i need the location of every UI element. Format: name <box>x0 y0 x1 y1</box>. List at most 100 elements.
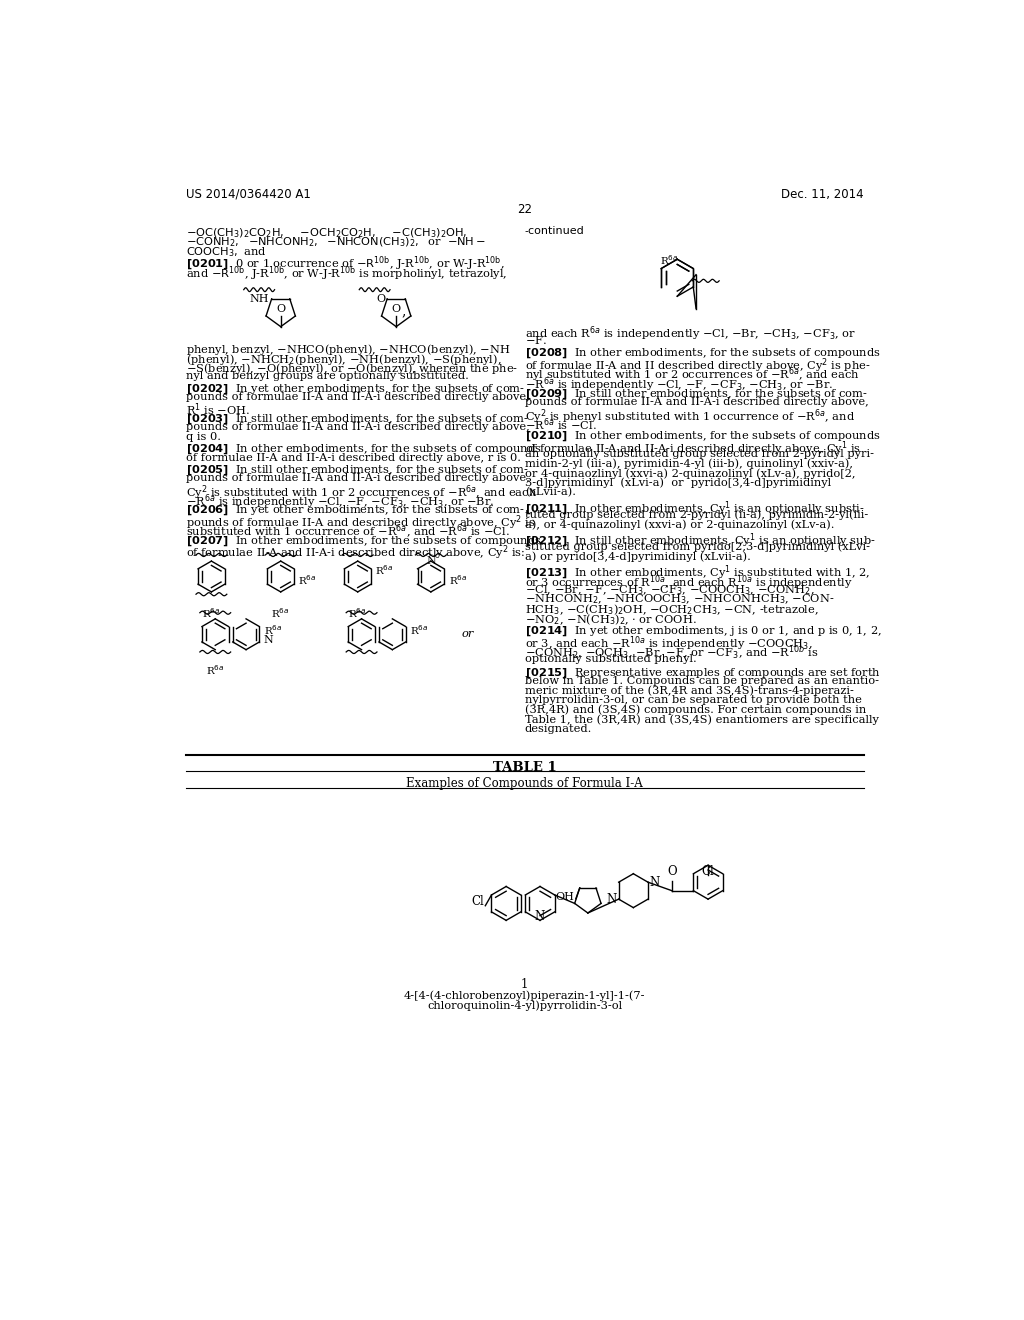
Text: a), or 4-quinazolinyl (xxvi-a) or 2-quinazolinyl (xLv-a).: a), or 4-quinazolinyl (xxvi-a) or 2-quin… <box>524 519 835 529</box>
Text: Cy$^2$ is substituted with 1 or 2 occurrences of $-$R$^{6a}$, and each: Cy$^2$ is substituted with 1 or 2 occurr… <box>186 483 537 502</box>
Text: or 3 occurrences of R$^{10a}$, and each R$^{10a}$ is independently: or 3 occurrences of R$^{10a}$, and each … <box>524 573 853 593</box>
Text: tuted group selected from 2-pyridyl (ii-a), pyrimidin-2-yl(iii-: tuted group selected from 2-pyridyl (ii-… <box>524 510 868 520</box>
Text: of formulae II-A and II-A-i described directly above, Cy$^2$ is:: of formulae II-A and II-A-i described di… <box>186 544 525 562</box>
Text: (xLvii-a).: (xLvii-a). <box>524 487 575 498</box>
Text: R$^1$ is $-$OH.: R$^1$ is $-$OH. <box>186 401 250 418</box>
Text: O: O <box>276 305 286 314</box>
Text: 3-d]pyrimidinyl  (xLvi-a)  or  pyrido[3,4-d]pyrimidinyl: 3-d]pyrimidinyl (xLvi-a) or pyrido[3,4-d… <box>524 478 830 488</box>
Text: US 2014/0364420 A1: US 2014/0364420 A1 <box>186 187 311 201</box>
Text: -continued: -continued <box>524 226 585 236</box>
Text: N: N <box>426 556 436 566</box>
Text: $-$S(benzyl), $-$O(phenyl), or $-$O(benzyl), wherein the phe-: $-$S(benzyl), $-$O(phenyl), or $-$O(benz… <box>186 362 518 376</box>
Text: R$^{6a}$: R$^{6a}$ <box>264 623 283 638</box>
Text: $\mathbf{[0205]}$  In still other embodiments, for the subsets of com-: $\mathbf{[0205]}$ In still other embodim… <box>186 463 528 478</box>
Text: of formulae II-A and II described directly above, Cy$^2$ is phe-: of formulae II-A and II described direct… <box>524 356 870 375</box>
Text: pounds of formulae II-A and II-A-i described directly above,: pounds of formulae II-A and II-A-i descr… <box>524 397 868 408</box>
Text: (3R,4R) and (3S,4S) compounds. For certain compounds in: (3R,4R) and (3S,4S) compounds. For certa… <box>524 705 866 715</box>
Text: OH: OH <box>555 892 574 902</box>
Text: R$^{6a}$: R$^{6a}$ <box>271 606 290 619</box>
Text: or 4-quinaozlinyl (xxvi-a) 2-quinazolinyl (xLv-a), pyrido[2,: or 4-quinaozlinyl (xxvi-a) 2-quinazoliny… <box>524 469 855 479</box>
Text: stituted group selected from pyrido[2,3-d]pyrimidinyl (xLvi-: stituted group selected from pyrido[2,3-… <box>524 541 869 552</box>
Text: substituted with 1 occurrence of $-$R$^{6a}$, and $-$R$^{6a}$ is $-$Cl.: substituted with 1 occurrence of $-$R$^{… <box>186 523 510 541</box>
Text: $-$CONH$_2$, $-$OCH$_3$, $-$Br, $-$F, or $-$CF$_3$, and $-$R$^{10b}$ is: $-$CONH$_2$, $-$OCH$_3$, $-$Br, $-$F, or… <box>524 644 818 663</box>
Text: 22: 22 <box>517 203 532 216</box>
Text: R$^{6a}$: R$^{6a}$ <box>410 623 429 638</box>
Text: Cl: Cl <box>471 895 483 908</box>
Text: 4-[4-(4-chlorobenzoyl)piperazin-1-yl]-1-(7-: 4-[4-(4-chlorobenzoyl)piperazin-1-yl]-1-… <box>404 990 645 1001</box>
Text: $-$R$^{6a}$ is independently $-$Cl, $-$F, $-$CF$_3$, $-$CH$_3$, or $-$Br.: $-$R$^{6a}$ is independently $-$Cl, $-$F… <box>524 375 834 393</box>
Text: NH: NH <box>250 294 269 304</box>
Text: $\mathbf{[0210]}$  In other embodiments, for the subsets of compounds: $\mathbf{[0210]}$ In other embodiments, … <box>524 429 881 444</box>
Text: pounds of formulae II-A and described directly above, Cy$^2$ is: pounds of formulae II-A and described di… <box>186 513 536 532</box>
Text: midin-2-yl (iii-a), pyrimidin-4-yl (iii-b), quinolinyl (xxiv-a),: midin-2-yl (iii-a), pyrimidin-4-yl (iii-… <box>524 458 853 469</box>
Text: O: O <box>377 294 386 304</box>
Text: optionally substituted phenyl.: optionally substituted phenyl. <box>524 653 696 664</box>
Text: $\mathbf{[0204]}$  In other embodiments, for the subsets of compounds: $\mathbf{[0204]}$ In other embodiments, … <box>186 444 542 457</box>
Text: TABLE 1: TABLE 1 <box>493 760 557 774</box>
Text: Examples of Compounds of Formula I-A: Examples of Compounds of Formula I-A <box>407 776 643 789</box>
Text: pounds of formulae II-A and II-A-i described directly above,: pounds of formulae II-A and II-A-i descr… <box>186 392 529 401</box>
Text: $\mathbf{[0201]}$  0 or 1 occurrence of $-\mathrm{R^{10b}}$, J-R$\mathrm{^{10b}}: $\mathbf{[0201]}$ 0 or 1 occurrence of $… <box>186 255 505 273</box>
Text: $\mathbf{[0203]}$  In still other embodiments, for the subsets of com-: $\mathbf{[0203]}$ In still other embodim… <box>186 412 528 426</box>
Text: a) or pyrido[3,4-d]pyrimidinyl (xLvii-a).: a) or pyrido[3,4-d]pyrimidinyl (xLvii-a)… <box>524 552 751 562</box>
Text: $\mathbf{[0207]}$  In other embodiments, for the subsets of compounds: $\mathbf{[0207]}$ In other embodiments, … <box>186 535 542 548</box>
Text: $-$R$^{6a}$ is independently $-$Cl, $-$F, $-$CF$_3$, $-$CH$_3$, or $-$Br.: $-$R$^{6a}$ is independently $-$Cl, $-$F… <box>186 492 495 511</box>
Text: $\mathbf{[0213]}$  In other embodiments, Cy$^1$ is substituted with 1, 2,: $\mathbf{[0213]}$ In other embodiments, … <box>524 564 870 582</box>
Text: ,: , <box>401 304 406 318</box>
Text: $-\mathrm{OC(CH_3)_2CO_2H,}$    $-\mathrm{OCH_2CO_2H,}$    $-\mathrm{C(CH_3)_2OH: $-\mathrm{OC(CH_3)_2CO_2H,}$ $-\mathrm{O… <box>186 226 467 240</box>
Text: R$^{6a}$: R$^{6a}$ <box>202 606 220 619</box>
Text: below in Table 1. Compounds can be prepared as an enantio-: below in Table 1. Compounds can be prepa… <box>524 676 879 686</box>
Text: $\mathbf{[0215]}$  Representative examples of compounds are set forth: $\mathbf{[0215]}$ Representative example… <box>524 667 881 680</box>
Text: $-$Cl, $-$Br, $-$F, $-$CH$_3$, $-$CF$_3$, $-$COOCH$_3$, $-$CONH$_2$,: $-$Cl, $-$Br, $-$F, $-$CH$_3$, $-$CF$_3$… <box>524 583 814 597</box>
Text: Cl: Cl <box>701 865 715 878</box>
Text: nylpyrrolidin-3-ol, or can be separated to provide both the: nylpyrrolidin-3-ol, or can be separated … <box>524 696 861 705</box>
Text: chloroquinolin-4-yl)pyrrolidin-3-ol: chloroquinolin-4-yl)pyrrolidin-3-ol <box>427 1001 623 1011</box>
Text: O: O <box>391 305 400 314</box>
Text: $\mathbf{[0214]}$  In yet other embodiments, j is 0 or 1, and p is 0, 1, 2,: $\mathbf{[0214]}$ In yet other embodimen… <box>524 624 882 638</box>
Text: or: or <box>462 630 474 639</box>
Text: phenyl, benzyl, $-$NHCO(phenyl), $-$NHCO(benzyl), $-$NH: phenyl, benzyl, $-$NHCO(phenyl), $-$NHCO… <box>186 342 511 356</box>
Text: $\mathbf{[0202]}$  In yet other embodiments, for the subsets of com-: $\mathbf{[0202]}$ In yet other embodimen… <box>186 381 525 396</box>
Text: pounds of formulae II-A and II-A-i described directly above,: pounds of formulae II-A and II-A-i descr… <box>186 474 529 483</box>
Text: R$^{6a}$: R$^{6a}$ <box>348 606 367 619</box>
Text: an optionally substituted group selected from 2-pyridyl pyri-: an optionally substituted group selected… <box>524 449 873 458</box>
Text: meric mixture of the (3R,4R and 3S,4S)-trans-4-piperazi-: meric mixture of the (3R,4R and 3S,4S)-t… <box>524 685 854 696</box>
Text: Table 1, the (3R,4R) and (3S,4S) enantiomers are specifically: Table 1, the (3R,4R) and (3S,4S) enantio… <box>524 714 879 725</box>
Text: $-$R$^{6a}$ is $-$Cl.: $-$R$^{6a}$ is $-$Cl. <box>524 417 596 433</box>
Text: (phenyl), $-$NHCH$_2$(phenyl), $-$NH(benzyl), $-$S(phenyl),: (phenyl), $-$NHCH$_2$(phenyl), $-$NH(ben… <box>186 351 502 367</box>
Text: nyl and benzyl groups are optionally substituted.: nyl and benzyl groups are optionally sub… <box>186 371 469 381</box>
Text: q is 0.: q is 0. <box>186 432 221 442</box>
Text: $\mathbf{[0211]}$  In other embodiments, Cy$^1$ is an optionally substi-: $\mathbf{[0211]}$ In other embodiments, … <box>524 500 864 517</box>
Text: $-$F.: $-$F. <box>524 334 547 346</box>
Text: R$^{6a}$: R$^{6a}$ <box>660 253 679 267</box>
Text: of formulae II-A and II-A-i described directly above, Cy$^1$ is: of formulae II-A and II-A-i described di… <box>524 440 861 458</box>
Text: R$^{6a}$: R$^{6a}$ <box>206 664 224 677</box>
Text: designated.: designated. <box>524 723 592 734</box>
Text: $\mathrm{COOCH_3,}$ and: $\mathrm{COOCH_3,}$ and <box>186 246 266 259</box>
Text: and each R$^{6a}$ is independently $-$Cl, $-$Br, $-$CH$_3$, $-$CF$_3$, or: and each R$^{6a}$ is independently $-$Cl… <box>524 323 856 343</box>
Text: nyl substituted with 1 or 2 occurrences of $-$R$^{6a}$, and each: nyl substituted with 1 or 2 occurrences … <box>524 366 859 384</box>
Text: HCH$_3$, $-$C(CH$_3$)$_2$OH, $-$OCH$_2$CH$_3$, $-$CN, -tetrazole,: HCH$_3$, $-$C(CH$_3$)$_2$OH, $-$OCH$_2$C… <box>524 602 818 616</box>
Text: $-$NHCONH$_2$, $-$NHCOOCH$_3$, $-$NHCONHCH$_3$, $-$CON-: $-$NHCONH$_2$, $-$NHCOOCH$_3$, $-$NHCONH… <box>524 593 835 606</box>
Text: $\mathbf{[0208]}$  In other embodiments, for the subsets of compounds: $\mathbf{[0208]}$ In other embodiments, … <box>524 346 881 360</box>
Text: $\mathbf{[0209]}$  In still other embodiments, for the subsets of com-: $\mathbf{[0209]}$ In still other embodim… <box>524 388 867 401</box>
Text: of formulae II-A and II-A-i described directly above, r is 0.: of formulae II-A and II-A-i described di… <box>186 453 521 462</box>
Text: $\mathbf{[0206]}$  In yet other embodiments, for the subsets of com-: $\mathbf{[0206]}$ In yet other embodimen… <box>186 504 525 517</box>
Text: $\mathbf{[0212]}$  In still other embodiments, Cy$^1$ is an optionally sub-: $\mathbf{[0212]}$ In still other embodim… <box>524 532 876 550</box>
Text: $-\mathrm{CONH_2,}$  $-\mathrm{NHCONH_2,}$  $-\mathrm{NHCON(CH_3)_2,}$  or  $-\m: $-\mathrm{CONH_2,}$ $-\mathrm{NHCONH_2,}… <box>186 236 486 249</box>
Text: and $-\mathrm{R^{10b}}$, J-R$\mathrm{^{10b}}$, or W-J-R$\mathrm{^{10b}}$ is morp: and $-\mathrm{R^{10b}}$, J-R$\mathrm{^{1… <box>186 264 507 284</box>
Text: R$^{6a}$: R$^{6a}$ <box>298 573 316 587</box>
Text: Cy$^2$ is phenyl substituted with 1 occurrence of $-$R$^{6a}$, and: Cy$^2$ is phenyl substituted with 1 occu… <box>524 407 855 426</box>
Text: N: N <box>263 635 272 645</box>
Text: or 3, and each $-$R$^{10a}$ is independently $-$COOCH$_3$,: or 3, and each $-$R$^{10a}$ is independe… <box>524 635 813 653</box>
Text: 1: 1 <box>521 978 528 991</box>
Text: R$^{6a}$: R$^{6a}$ <box>376 564 394 577</box>
Text: N: N <box>535 909 545 923</box>
Text: N: N <box>649 875 659 888</box>
Text: pounds of formulae II-A and II-A-i described directly above,: pounds of formulae II-A and II-A-i descr… <box>186 422 529 432</box>
Text: $-$NO$_2$, $-$N(CH$_3$)$_2$, $\cdot$ or COOH.: $-$NO$_2$, $-$N(CH$_3$)$_2$, $\cdot$ or … <box>524 612 696 627</box>
Text: N: N <box>607 892 617 906</box>
Text: Dec. 11, 2014: Dec. 11, 2014 <box>781 187 863 201</box>
Text: O: O <box>667 866 677 878</box>
Text: R$^{6a}$: R$^{6a}$ <box>449 573 467 587</box>
